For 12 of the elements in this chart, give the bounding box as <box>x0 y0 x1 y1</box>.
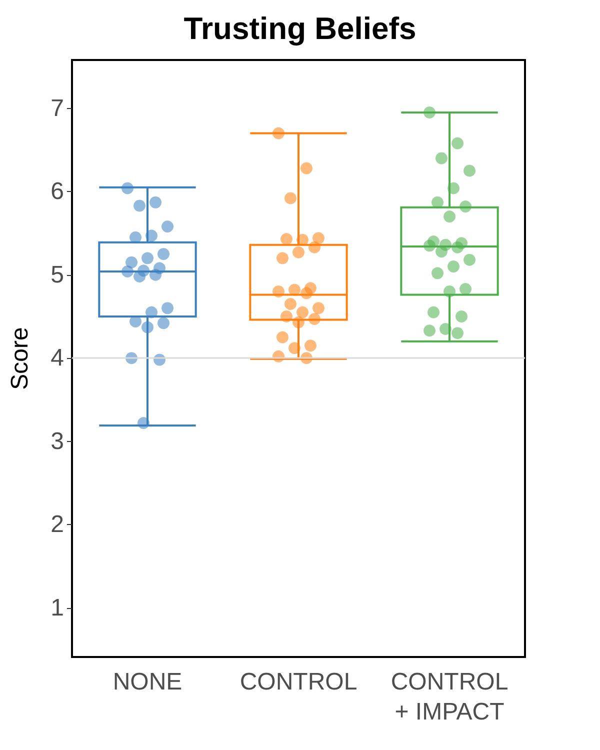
x-tick-label: CONTROL + IMPACT <box>390 668 508 726</box>
y-tick-label: 7 <box>50 94 64 122</box>
y-axis-title: Score <box>6 327 34 390</box>
y-tick-label: 4 <box>50 344 64 372</box>
x-tick-label: CONTROL <box>240 668 358 696</box>
y-tick-label: 2 <box>50 511 64 538</box>
y-tick-label: 5 <box>50 261 64 288</box>
x-tick-label: NONE <box>112 668 182 696</box>
y-tick-label: 6 <box>50 178 64 206</box>
chart-title: Trusting Beliefs <box>184 11 416 46</box>
y-tick-label: 1 <box>50 594 64 622</box>
y-tick-label: 3 <box>50 428 64 455</box>
